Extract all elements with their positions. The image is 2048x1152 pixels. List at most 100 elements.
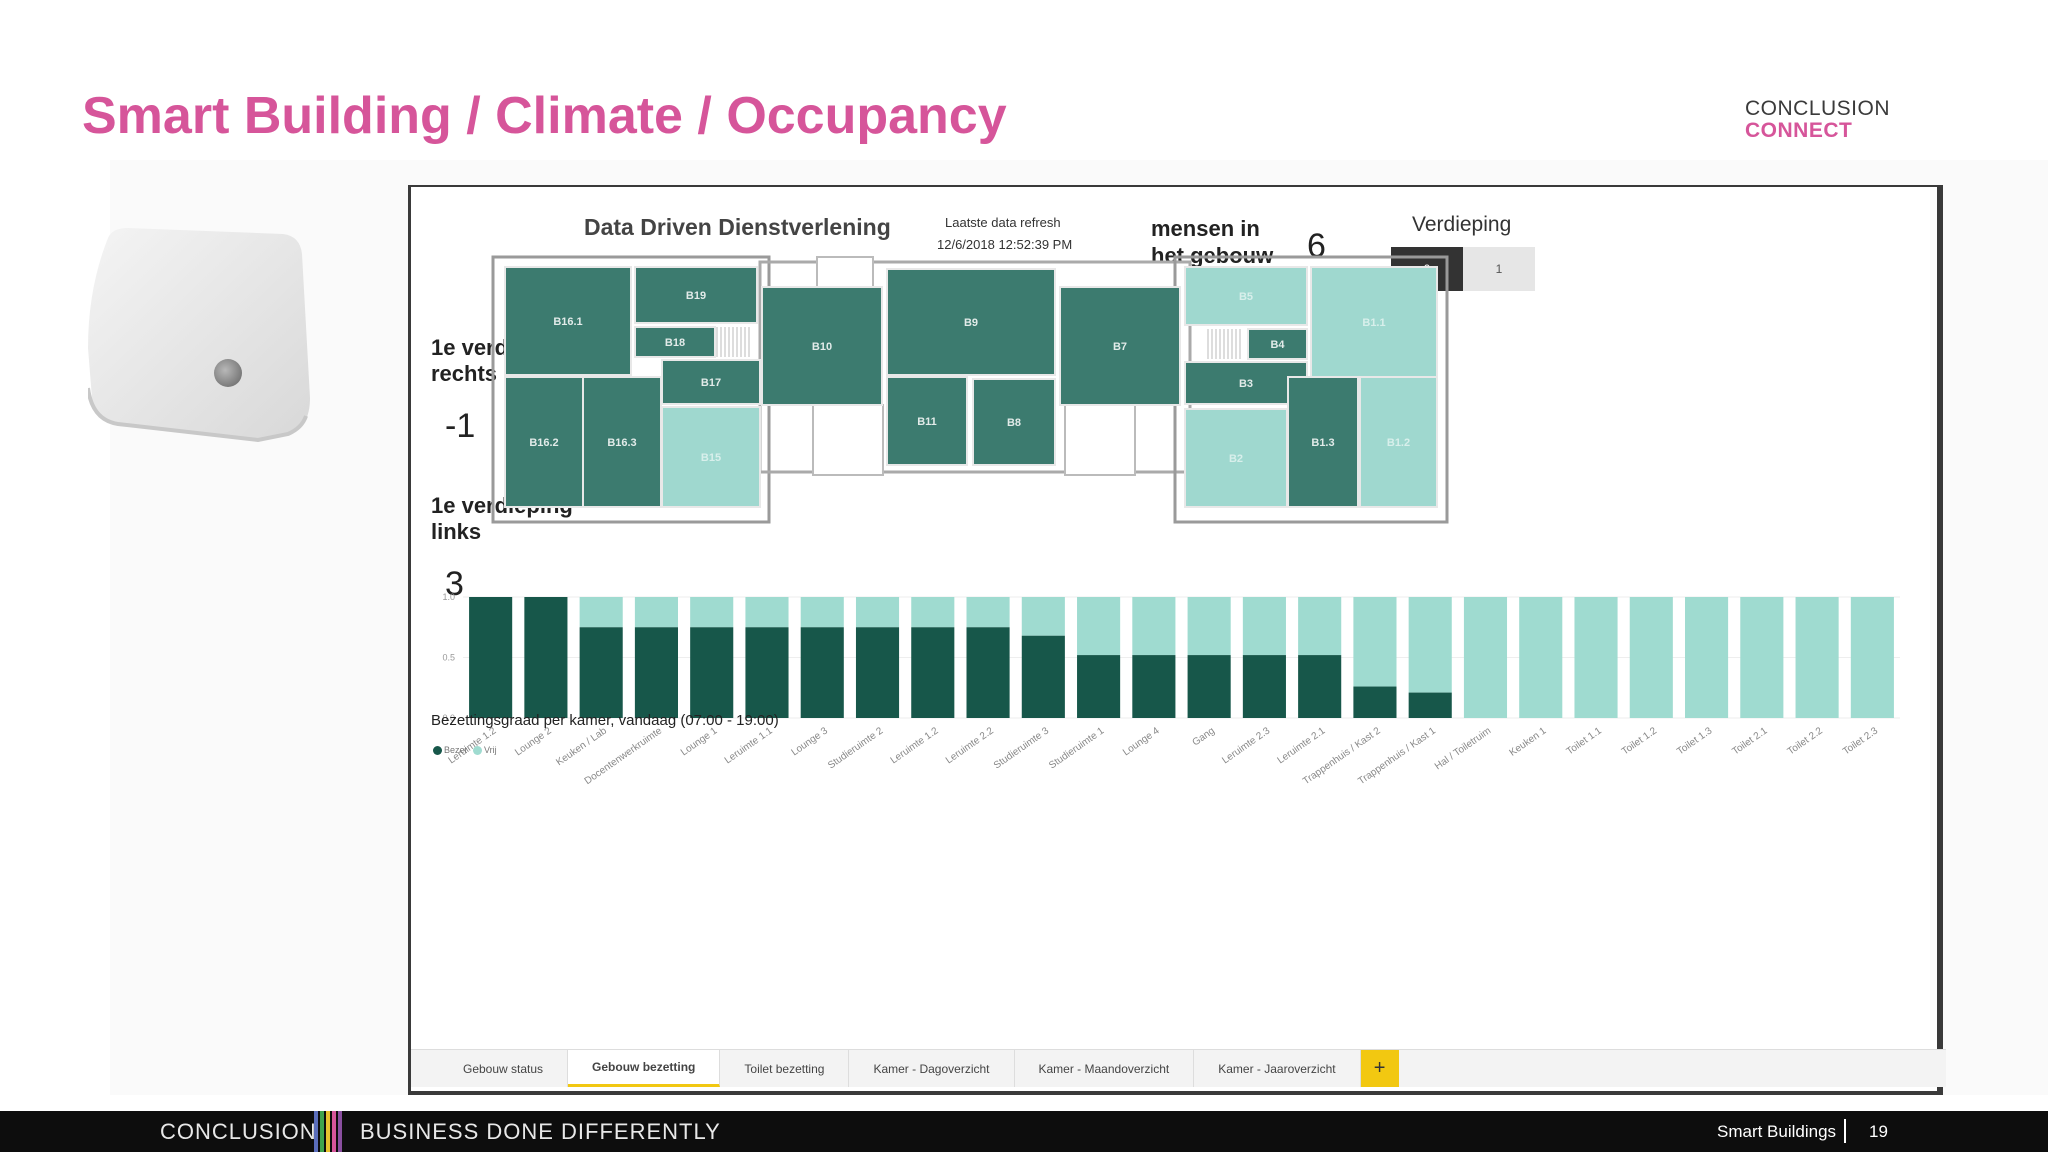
room-label-b8: B8 (1007, 417, 1021, 429)
room-label-b10: B10 (812, 341, 832, 353)
bar-occupied (1353, 686, 1397, 718)
floorplan-stairwell-west (812, 404, 884, 476)
floor-selector-label: Verdieping (1412, 213, 1512, 236)
x-tick-label: Keuken 1 (1508, 725, 1549, 758)
room-b10 (761, 286, 883, 406)
bar-free (579, 597, 623, 628)
room-label-b16-2: B16.2 (529, 437, 558, 449)
bar-free (634, 597, 678, 628)
x-tick-label: Leruimte 2.1 (1276, 725, 1328, 766)
legend-label-occupied: Bezet (444, 745, 468, 755)
bar-free (1187, 597, 1231, 656)
bar-free (1685, 597, 1729, 718)
bar-occupied (1187, 655, 1231, 718)
bar-occupied (1077, 655, 1121, 718)
room-b2 (1184, 408, 1288, 508)
room-b3 (1184, 361, 1308, 405)
room-label-b2: B2 (1229, 453, 1243, 465)
refresh-value: 12/6/2018 12:52:39 PM (937, 237, 1073, 252)
bar-free (1740, 597, 1784, 718)
room-b9 (886, 268, 1056, 376)
bar-occupied (855, 627, 900, 718)
room-label-b9: B9 (964, 317, 978, 329)
room-label-b1-3: B1.3 (1311, 437, 1334, 449)
x-tick-label: Toilet 2.1 (1730, 725, 1769, 757)
x-tick-label: Studieruimte 3 (992, 725, 1051, 771)
bar-free (1519, 597, 1563, 718)
y-tick-label: 0.0 (442, 713, 455, 723)
bar-occupied (1132, 655, 1176, 718)
floorplan-stairwell-east (1064, 404, 1136, 476)
x-tick-label: Toilet 2.2 (1786, 725, 1825, 757)
sensor-device-image (88, 228, 310, 442)
y-tick-label: 1.0 (442, 592, 455, 602)
room-label-b4: B4 (1270, 339, 1285, 351)
tab-kamer-maandoverzicht[interactable]: Kamer - Maandoverzicht (1015, 1050, 1195, 1087)
bar-free (1463, 597, 1508, 718)
tab-gutter (411, 1050, 439, 1087)
room-b1-2 (1359, 376, 1438, 508)
bar-free (745, 597, 789, 628)
room-label-b5: B5 (1239, 291, 1253, 303)
tab-gebouw-bezetting[interactable]: Gebouw bezetting (568, 1050, 721, 1087)
tab-toilet-bezetting[interactable]: Toilet bezetting (720, 1050, 850, 1087)
x-tick-label: Hal / Toiletruim (1433, 725, 1493, 772)
bar-free (1850, 597, 1894, 718)
add-page-button[interactable]: + (1360, 1050, 1399, 1087)
bar-occupied (524, 597, 568, 718)
room-b7 (1059, 286, 1181, 406)
room-b16-3 (582, 376, 662, 508)
bar-occupied (800, 627, 844, 718)
footer-tagline: BUSINESS DONE DIFFERENTLY (360, 1119, 721, 1144)
bar-free (800, 597, 844, 628)
legend-item-occupied: Bezet (433, 745, 468, 756)
tab-kamer-dagoverzicht[interactable]: Kamer - Dagoverzicht (849, 1050, 1015, 1087)
room-label-b7: B7 (1113, 341, 1127, 353)
x-tick-label: Lounge 2 (513, 725, 554, 758)
room-label-b19: B19 (686, 290, 706, 302)
bar-occupied (1242, 655, 1286, 718)
room-label-b11: B11 (917, 416, 937, 428)
bar-occupied (1408, 692, 1452, 718)
footer-page-number: 19 (1869, 1122, 1888, 1141)
bar-occupied (911, 627, 955, 718)
bar-free (966, 597, 1010, 628)
bar-free (1574, 597, 1618, 718)
x-tick-label: Keuken / Lab (554, 725, 609, 768)
x-tick-label: Toilet 1.2 (1620, 725, 1659, 757)
bar-occupied (634, 627, 678, 718)
floor-button-1[interactable]: 1 (1463, 247, 1535, 291)
bar-free (690, 597, 734, 628)
brand-line-1: CONCLUSION (1745, 97, 1891, 120)
chart-legend: Bezet Vrij (433, 745, 497, 756)
room-b16-1 (504, 266, 632, 376)
x-tick-label: Leruimte 1.1 (723, 725, 775, 766)
x-tick-label: Leruimte 1.2 (889, 725, 941, 766)
dashboard-screen: Data Driven Dienstverlening Laatste data… (408, 185, 1946, 1095)
tab-gebouw-status[interactable]: Gebouw status (439, 1050, 569, 1087)
bar-free (1408, 597, 1452, 693)
x-tick-label: Leruimte 2.2 (944, 725, 996, 766)
room-b5 (1184, 266, 1308, 326)
footer-bar: CONCLUSION BUSINESS DONE DIFFERENTLY Sma… (0, 1111, 2048, 1152)
left-wing-value: 3 (445, 565, 464, 603)
brand-logo: CONCLUSION CONNECT (1745, 98, 1890, 142)
room-b17 (661, 359, 761, 405)
bar-free (1353, 597, 1397, 687)
tab-kamer-jaaroverzicht[interactable]: Kamer - Jaaroverzicht (1194, 1050, 1361, 1087)
slide-title: Smart Building / Climate / Occupancy (82, 87, 1007, 145)
legend-item-free: Vrij (473, 745, 497, 756)
bar-occupied (745, 627, 789, 718)
bar-free (855, 597, 900, 628)
room-label-b1-1: B1.1 (1362, 317, 1385, 329)
x-tick-label: Lounge 1 (679, 725, 720, 758)
x-tick-label: Lounge 4 (1121, 725, 1162, 758)
bar-occupied (966, 627, 1010, 718)
room-label-b16-3: B16.3 (607, 437, 636, 449)
room-label-b17: B17 (701, 377, 721, 389)
refresh-label: Laatste data refresh (945, 215, 1061, 230)
bar-free (911, 597, 955, 628)
room-label-b3: B3 (1239, 378, 1253, 390)
room-b19 (634, 266, 758, 324)
bar-occupied (1021, 635, 1065, 718)
